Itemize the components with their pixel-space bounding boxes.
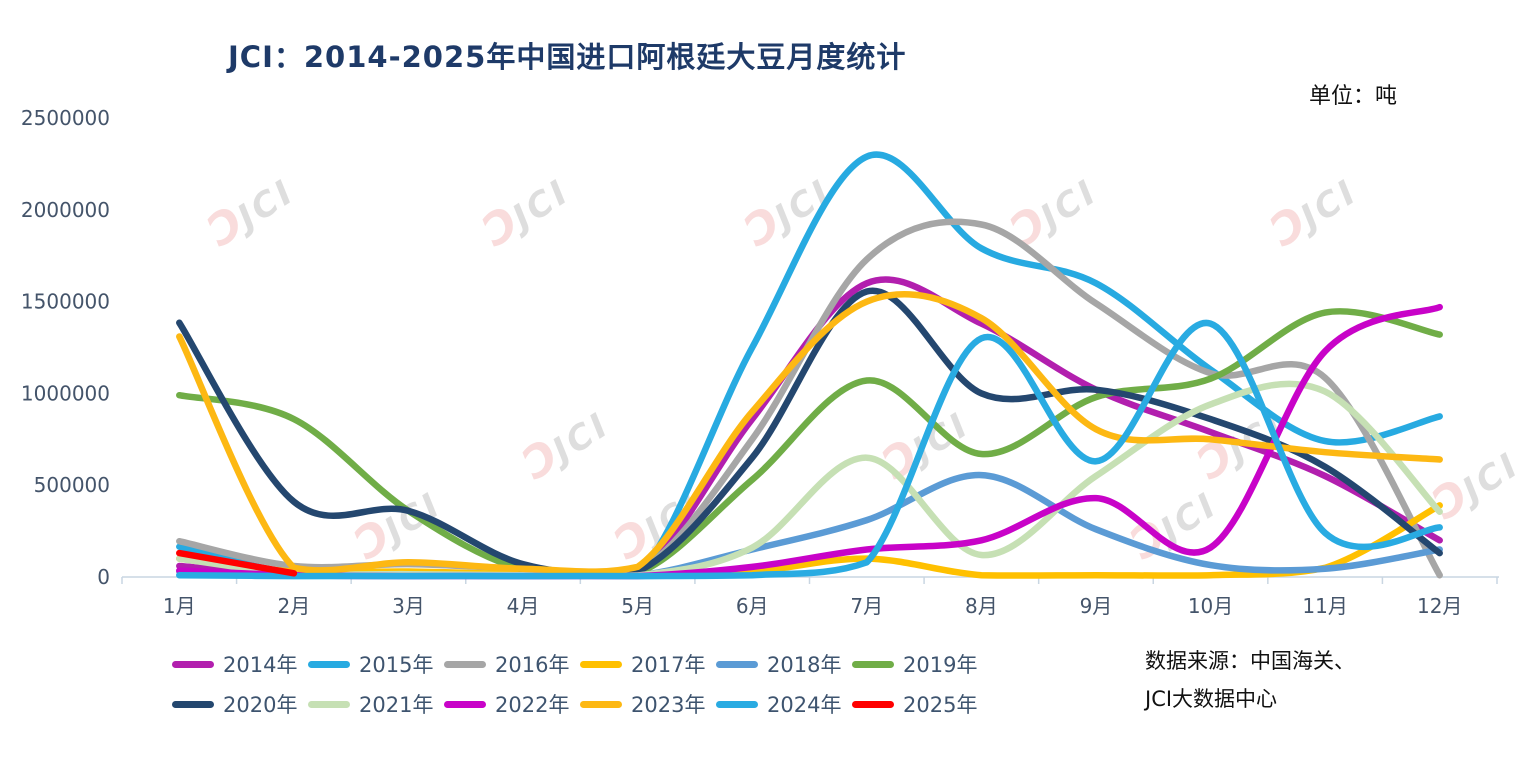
legend-item-2024: 2024年 <box>716 689 852 719</box>
y-axis-tick-label: 1000000 <box>21 381 110 405</box>
y-axis-tick-label: 2000000 <box>21 198 110 222</box>
chart-legend: 2014年 2015年 2016年 2017年 2018年 2019年 2020年 2021年… <box>172 644 988 724</box>
legend-label: 2019年 <box>903 653 978 677</box>
legend-label: 2020年 <box>223 693 298 717</box>
legend-item-2017: 2017年 <box>580 649 716 679</box>
legend-item-2022: 2022年 <box>444 689 580 719</box>
series-line-2020 <box>176 287 1443 578</box>
legend-row-1: 2014年 2015年 2016年 2017年 2018年 2019年 <box>172 644 988 684</box>
legend-swatch-icon <box>444 660 486 668</box>
x-axis-tick-label: 5月 <box>621 594 654 618</box>
legend-item-2014: 2014年 <box>172 649 308 679</box>
legend-swatch-icon <box>716 660 758 668</box>
legend-swatch-icon <box>852 700 894 708</box>
legend-item-2025: 2025年 <box>852 689 988 719</box>
legend-swatch-icon <box>444 700 486 708</box>
y-axis-tick-label: 0 <box>97 565 110 589</box>
unit-label: 单位：吨 <box>1308 84 1397 109</box>
x-axis-tick-label: 11月 <box>1302 594 1347 618</box>
x-axis-tick-label: 12月 <box>1417 594 1462 618</box>
legend-label: 2017年 <box>631 653 706 677</box>
legend-label: 2022年 <box>495 693 570 717</box>
legend-label: 2014年 <box>223 653 298 677</box>
x-axis-tick-label: 2月 <box>278 594 311 618</box>
legend-label: 2025年 <box>903 693 978 717</box>
legend-item-2023: 2023年 <box>580 689 716 719</box>
series-line-2019 <box>176 308 1443 579</box>
legend-item-2018: 2018年 <box>716 649 852 679</box>
legend-item-2016: 2016年 <box>444 649 580 679</box>
y-axis-tick-label: 1500000 <box>21 290 110 314</box>
legend-swatch-icon <box>716 700 758 708</box>
x-axis-tick-label: 1月 <box>163 594 196 618</box>
x-axis-tick-label: 7月 <box>850 594 883 618</box>
legend-swatch-icon <box>580 700 622 708</box>
y-axis-tick-label: 2500000 <box>21 106 110 130</box>
series-line-2023 <box>176 290 1443 575</box>
legend-item-2019: 2019年 <box>852 649 988 679</box>
x-axis-tick-label: 8月 <box>965 594 998 618</box>
legend-swatch-icon <box>308 660 350 668</box>
legend-label: 2015年 <box>359 653 434 677</box>
series-line-2024 <box>176 319 1443 580</box>
legend-swatch-icon <box>308 700 350 708</box>
x-axis-tick-label: 4月 <box>507 594 540 618</box>
legend-swatch-icon <box>852 660 894 668</box>
legend-label: 2024年 <box>767 693 842 717</box>
legend-swatch-icon <box>580 660 622 668</box>
series-line-2014 <box>176 276 1443 579</box>
legend-label: 2021年 <box>359 693 434 717</box>
data-source-note: 数据来源：中国海关、 JCI大数据中心 <box>1145 642 1355 718</box>
legend-label: 2023年 <box>631 693 706 717</box>
legend-label: 2016年 <box>495 653 570 677</box>
x-axis-tick-label: 6月 <box>736 594 769 618</box>
x-axis-tick-label: 9月 <box>1080 594 1113 618</box>
legend-swatch-icon <box>172 700 214 708</box>
legend-row-2: 2020年 2021年 2022年 2023年 2024年 2025年 <box>172 684 988 724</box>
x-axis-tick-label: 10月 <box>1188 594 1233 618</box>
legend-label: 2018年 <box>767 653 842 677</box>
source-line-1: 数据来源：中国海关、 <box>1145 649 1355 673</box>
series-line-2025 <box>176 549 298 577</box>
legend-item-2015: 2015年 <box>308 649 444 679</box>
x-axis-tick-label: 3月 <box>392 594 425 618</box>
legend-item-2021: 2021年 <box>308 689 444 719</box>
y-axis-tick-label: 500000 <box>34 473 110 497</box>
legend-swatch-icon <box>172 660 214 668</box>
legend-item-2020: 2020年 <box>172 689 308 719</box>
chart-title: JCI：2014-2025年中国进口阿根廷大豆月度统计 <box>228 40 907 74</box>
source-line-2: JCI大数据中心 <box>1145 687 1278 711</box>
